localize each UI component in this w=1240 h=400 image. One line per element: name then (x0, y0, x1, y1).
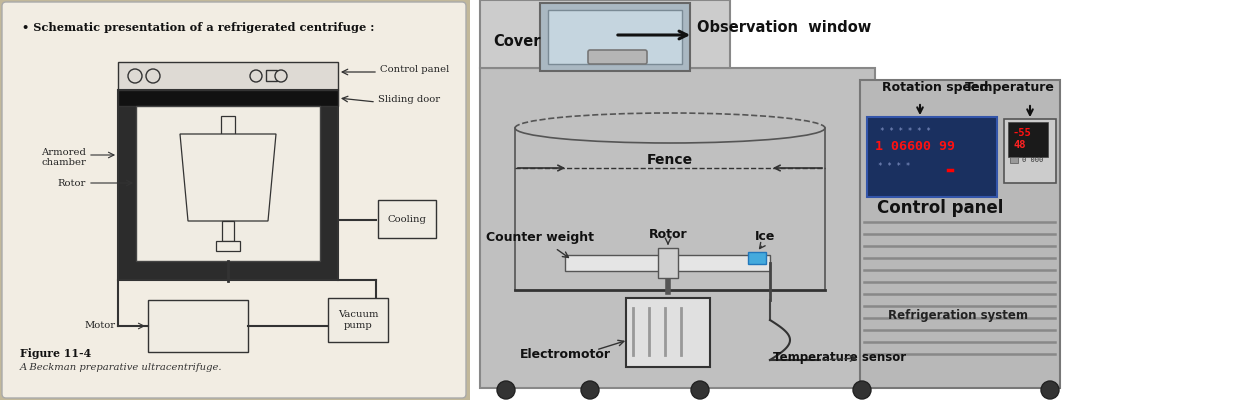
FancyBboxPatch shape (588, 50, 647, 64)
FancyBboxPatch shape (1004, 119, 1056, 183)
Polygon shape (480, 0, 730, 68)
Bar (118, 62, 339, 90)
Text: 0 000: 0 000 (1022, 157, 1043, 163)
FancyBboxPatch shape (867, 117, 997, 197)
FancyBboxPatch shape (658, 248, 678, 278)
Bar (118, 90, 339, 280)
Text: Vacuum
pump: Vacuum pump (337, 310, 378, 330)
FancyBboxPatch shape (626, 298, 711, 367)
FancyBboxPatch shape (548, 10, 682, 64)
Bar (118, 90, 339, 106)
Circle shape (691, 381, 709, 399)
Bar (136, 106, 320, 261)
Text: Electromotor: Electromotor (520, 348, 610, 362)
FancyBboxPatch shape (565, 255, 770, 271)
Polygon shape (222, 221, 234, 241)
Circle shape (582, 381, 599, 399)
Text: Cover: Cover (494, 34, 541, 50)
Circle shape (853, 381, 870, 399)
Text: * * * *: * * * * (878, 162, 910, 171)
Circle shape (1042, 381, 1059, 399)
FancyBboxPatch shape (2, 2, 466, 398)
FancyBboxPatch shape (1008, 122, 1048, 157)
Text: Motor: Motor (84, 322, 117, 330)
Text: Fence: Fence (647, 153, 693, 167)
Bar (378, 200, 436, 238)
Circle shape (497, 381, 515, 399)
FancyBboxPatch shape (748, 252, 766, 264)
Text: 48: 48 (1013, 140, 1025, 150)
Text: Temperature: Temperature (965, 82, 1055, 94)
Text: Sliding door: Sliding door (378, 96, 440, 104)
Text: 1 06600 99: 1 06600 99 (875, 140, 955, 153)
Bar (267, 70, 277, 81)
Text: Armored
chamber: Armored chamber (41, 148, 86, 167)
Text: -55: -55 (1013, 128, 1032, 138)
Text: Figure 11-4: Figure 11-4 (20, 348, 91, 359)
Bar (861, 80, 1060, 388)
Text: Control panel: Control panel (877, 199, 1003, 217)
Text: Counter weight: Counter weight (486, 230, 594, 244)
Polygon shape (180, 134, 277, 221)
Text: Rotor: Rotor (649, 228, 687, 242)
Polygon shape (221, 116, 236, 134)
Text: Rotor: Rotor (57, 178, 86, 188)
Bar (148, 300, 248, 352)
Circle shape (275, 70, 286, 82)
Circle shape (146, 69, 160, 83)
Text: Control panel: Control panel (379, 66, 449, 74)
Text: Rotation speed: Rotation speed (882, 82, 988, 94)
Text: * * * * * *: * * * * * * (880, 127, 931, 136)
Bar (329, 298, 388, 342)
Text: Temperature sensor: Temperature sensor (774, 352, 906, 364)
Text: Cooling: Cooling (388, 214, 427, 224)
Text: Ice: Ice (755, 230, 775, 242)
Text: Observation  window: Observation window (697, 20, 872, 36)
Polygon shape (216, 241, 241, 251)
FancyBboxPatch shape (539, 3, 689, 71)
Circle shape (250, 70, 262, 82)
Text: A Beckman preparative ultracentrifuge.: A Beckman preparative ultracentrifuge. (20, 363, 222, 372)
Circle shape (128, 69, 143, 83)
Bar (1011, 157, 1018, 163)
FancyBboxPatch shape (480, 68, 875, 388)
Bar (470, 0, 1240, 400)
Text: Refrigeration system: Refrigeration system (888, 308, 1028, 322)
Text: • Schematic presentation of a refrigerated centrifuge :: • Schematic presentation of a refrigerat… (22, 22, 374, 33)
